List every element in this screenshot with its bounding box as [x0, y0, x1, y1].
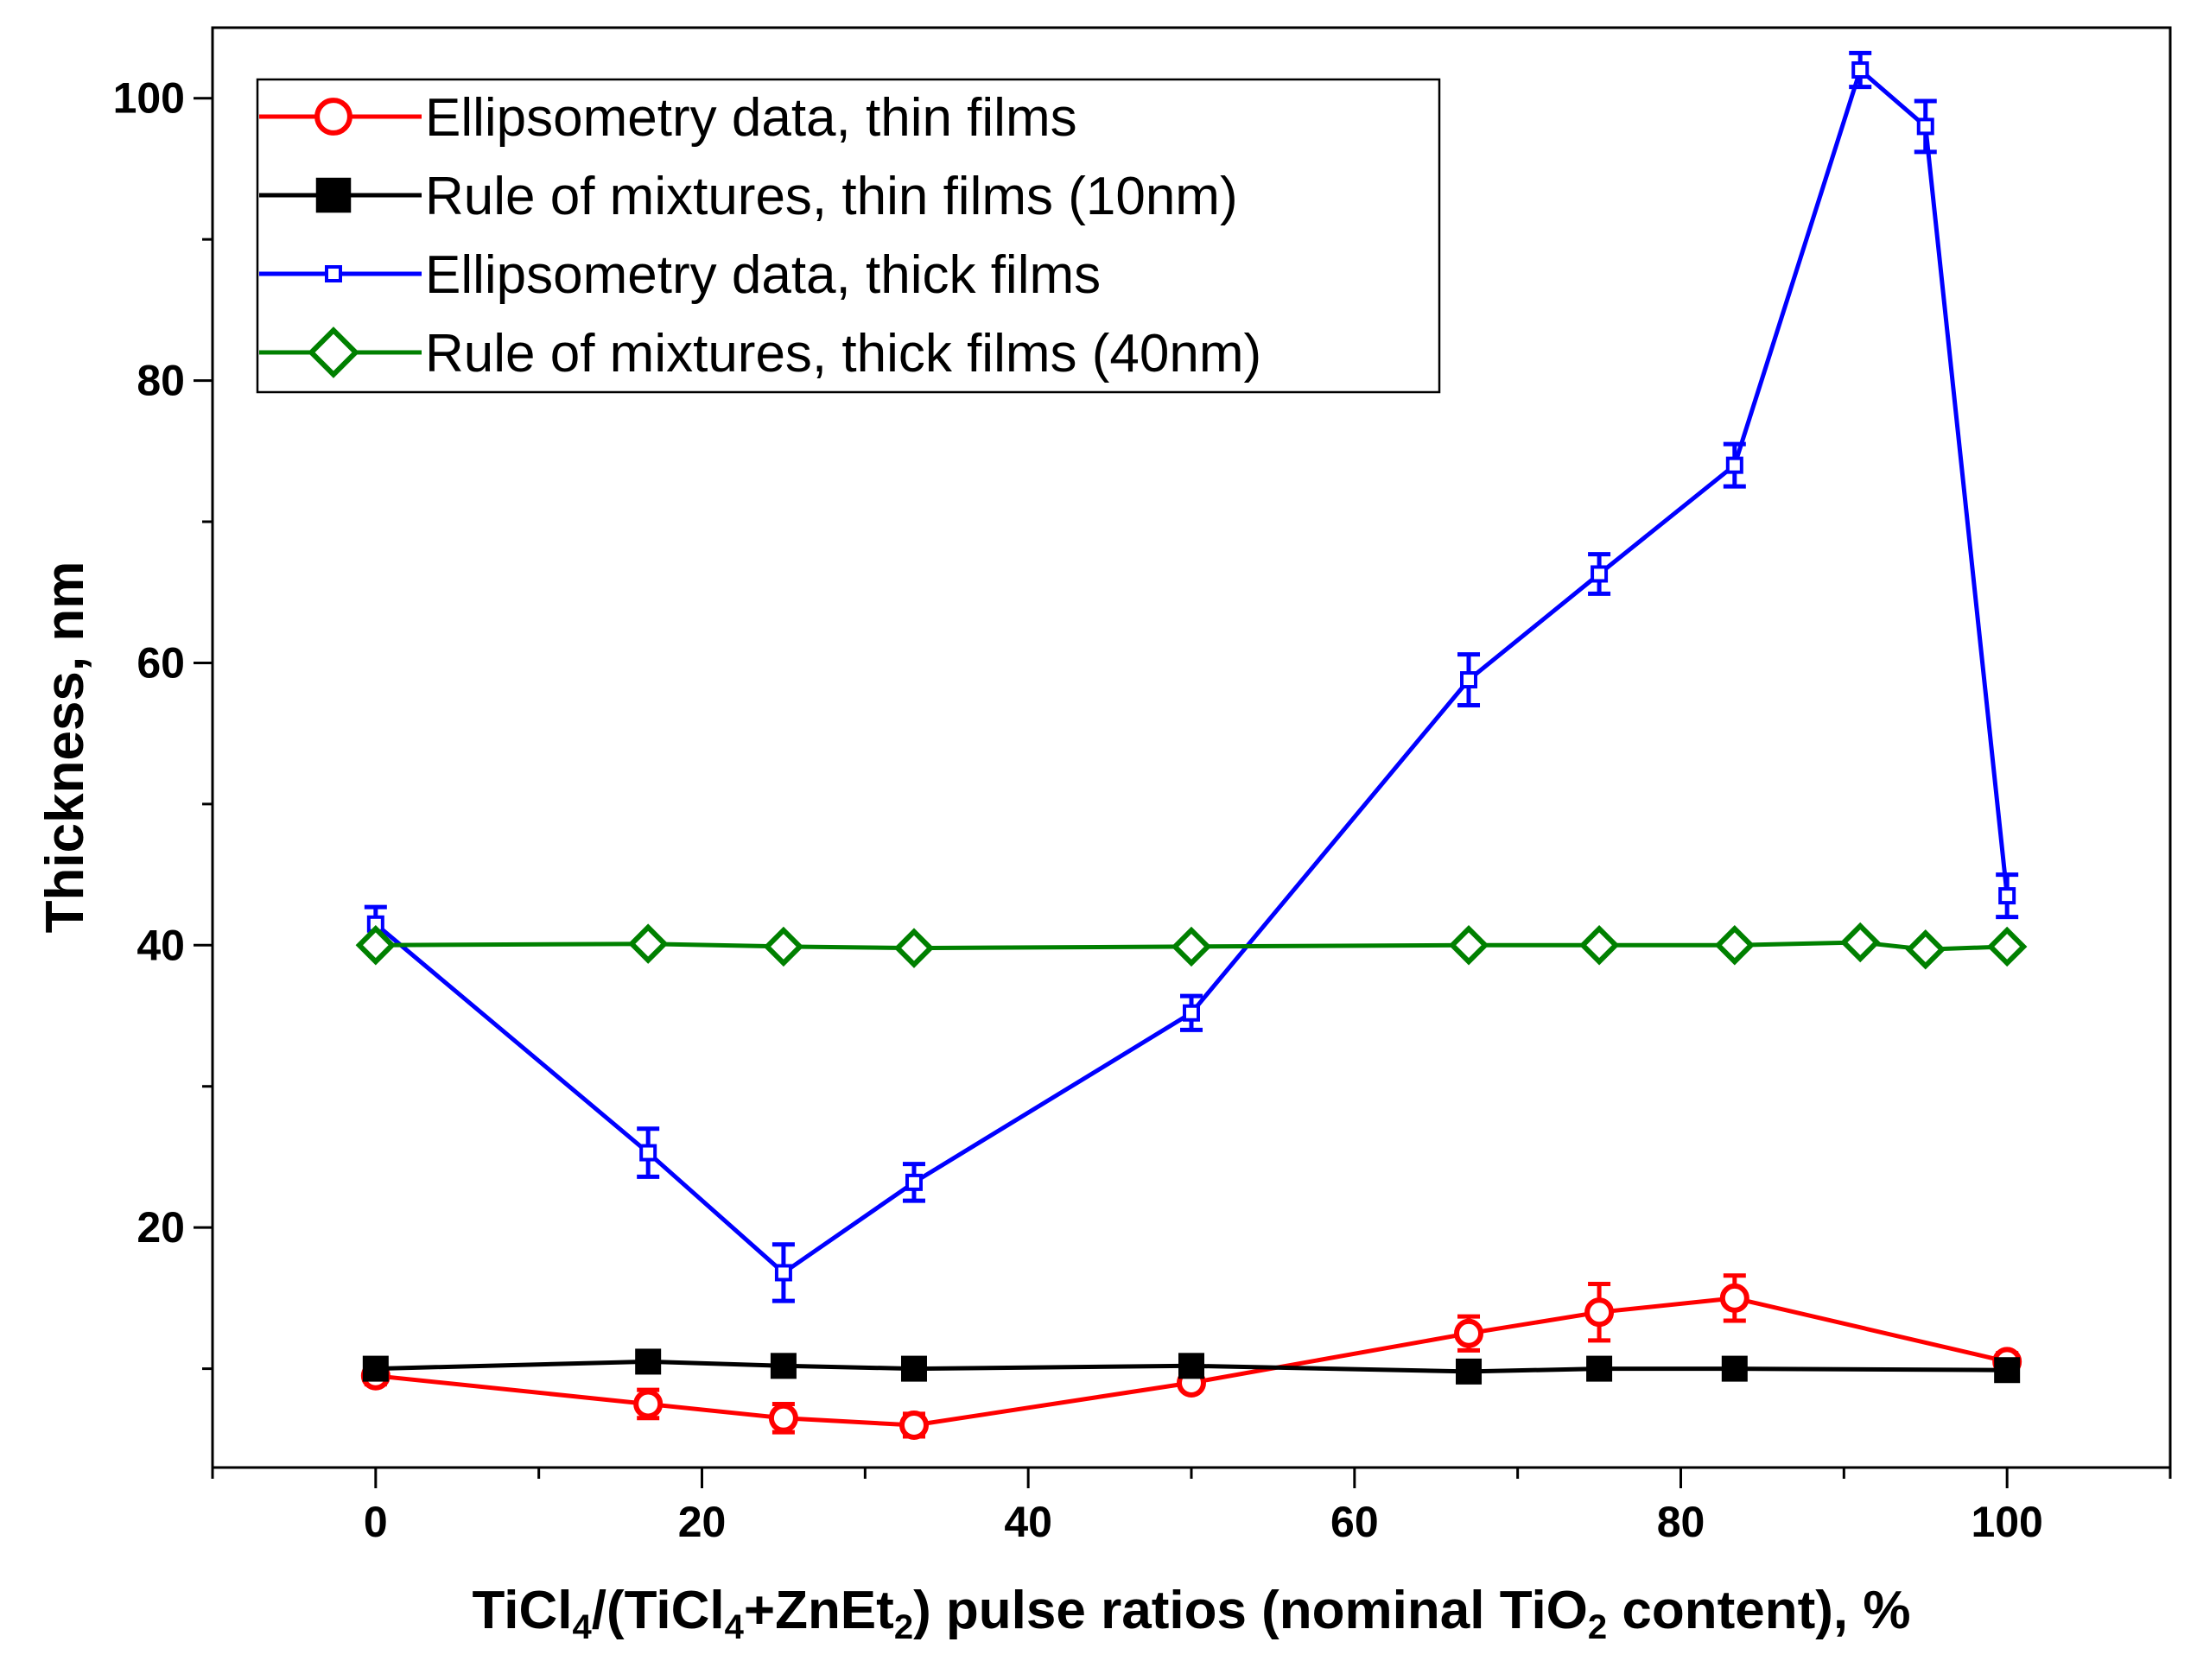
- series-3: [364, 50, 2019, 1303]
- y-tick-label: 20: [137, 1203, 185, 1252]
- y-axis: 20 40 60 80 100: [113, 74, 213, 1371]
- data-point: [362, 1355, 389, 1382]
- x-title-subscript: 4: [573, 1608, 593, 1646]
- data-point: [1905, 929, 1946, 970]
- legend-label: Ellipsometry data, thin films: [425, 88, 1077, 148]
- x-axis-title: TiCl4/(TiCl4+ZnEt2) pulse ratios (nomina…: [473, 1581, 1911, 1646]
- data-point: [1725, 456, 1743, 474]
- data-point: [1578, 925, 1620, 966]
- data-point: [1456, 1358, 1483, 1385]
- series-2: [362, 1348, 2021, 1385]
- x-title-part: content), %: [1607, 1581, 1910, 1640]
- data-point: [1719, 1283, 1749, 1313]
- data-point: [1591, 565, 1609, 583]
- legend-marker: [325, 265, 342, 282]
- data-point: [1183, 1004, 1200, 1022]
- data-point: [774, 1264, 792, 1282]
- x-title-subscript: 4: [725, 1608, 745, 1646]
- data-point: [633, 1389, 664, 1419]
- data-point: [1851, 61, 1870, 79]
- data-point: [1714, 925, 1756, 966]
- data-point: [900, 1355, 927, 1382]
- legend: Ellipsometry data, thin films Rule of mix…: [256, 78, 1441, 394]
- data-point: [1584, 1297, 1615, 1328]
- data-point: [1986, 926, 2028, 967]
- x-tick-label: 40: [1004, 1498, 1052, 1546]
- legend-marker: [315, 177, 352, 213]
- data-point: [1448, 925, 1489, 966]
- data-point: [1998, 887, 2016, 905]
- data-point: [1839, 922, 1881, 963]
- x-title-part: +ZnEt: [744, 1581, 894, 1640]
- x-tick-label: 60: [1330, 1498, 1379, 1546]
- y-tick-label: 40: [137, 921, 185, 969]
- data-point: [355, 925, 397, 966]
- x-title-subscript: 2: [894, 1608, 913, 1646]
- data-point: [1460, 671, 1478, 689]
- series-4: [355, 922, 2028, 970]
- legend-label: Rule of mixtures, thick films (40nm): [425, 324, 1261, 384]
- data-point: [905, 1173, 923, 1191]
- data-point: [770, 1353, 797, 1379]
- data-point: [1994, 1357, 2021, 1384]
- legend-marker: [314, 98, 352, 136]
- data-point: [768, 1403, 798, 1433]
- legend-label: Rule of mixtures, thin films (10nm): [425, 167, 1238, 226]
- y-tick-label: 100: [113, 74, 185, 123]
- y-tick-label: 60: [137, 638, 185, 687]
- x-tick-label: 80: [1657, 1498, 1705, 1546]
- data-point: [898, 1410, 929, 1440]
- x-tick-label: 20: [678, 1498, 727, 1546]
- x-tick-label: 0: [364, 1498, 388, 1546]
- data-point: [1721, 1355, 1748, 1382]
- x-title-part: /(TiCl: [592, 1581, 725, 1640]
- x-title-part: ) pulse ratios (nominal TiO: [913, 1581, 1588, 1640]
- x-title-subscript: 2: [1588, 1608, 1607, 1646]
- data-point: [1178, 1353, 1204, 1379]
- x-axis: 0 20 40 60 80 100: [211, 1468, 2172, 1546]
- legend-label: Ellipsometry data, thick films: [425, 245, 1101, 305]
- data-point: [1454, 1318, 1484, 1348]
- y-tick-label: 80: [137, 357, 185, 405]
- data-point: [635, 1348, 662, 1375]
- data-point: [1171, 926, 1212, 967]
- x-title-part: TiCl: [473, 1581, 573, 1640]
- data-point: [1916, 117, 1934, 136]
- legend-marker: [308, 326, 359, 378]
- data-point: [763, 926, 804, 967]
- data-point: [1586, 1355, 1613, 1382]
- series-layer: [355, 50, 2028, 1440]
- data-point: [639, 1144, 657, 1162]
- legend-box: [256, 78, 1441, 394]
- data-point: [627, 923, 669, 964]
- data-point: [893, 928, 935, 968]
- x-tick-label: 100: [1971, 1498, 2042, 1546]
- y-axis-title: Thickness, nm: [35, 561, 95, 934]
